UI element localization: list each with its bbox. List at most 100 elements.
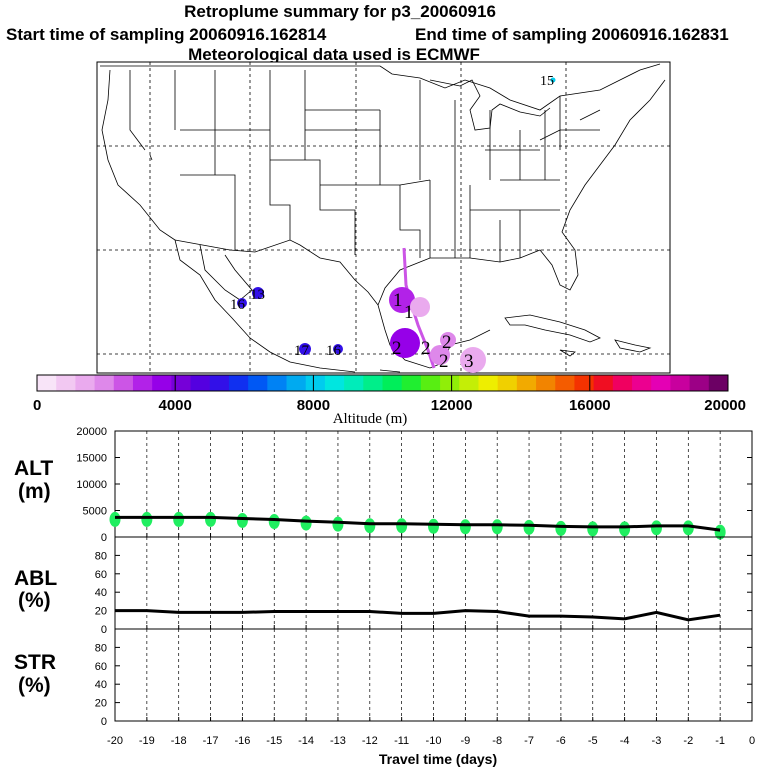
abl-panel-unit: (%)	[18, 589, 51, 612]
colorbar-swatch	[612, 375, 633, 391]
trajectory-markers: 1 1 2 2 2 2 3 13 16 16 17 15	[230, 74, 556, 373]
altitude-colorbar	[37, 375, 729, 391]
x-tick-label: -13	[330, 735, 346, 747]
colorbar-swatch	[344, 375, 364, 391]
x-axis-label: Travel time (days)	[379, 751, 497, 767]
y-tick-label: 0	[101, 624, 107, 636]
plume-blob-day2c	[430, 345, 450, 365]
x-tick-labels: -20 -19 -18 -17 -16 -15 -14 -13 -12 -11 -10 -9 -8 -7-…	[107, 735, 755, 747]
end-time-label: End time of sampling 20060916.162831	[415, 25, 729, 44]
marker-label: 13	[250, 287, 265, 303]
plume-blob-day13b	[237, 298, 247, 308]
map-graticule	[97, 62, 670, 373]
colorbar-tick-label: 8000	[297, 397, 330, 414]
colorbar-swatch	[132, 375, 153, 391]
plume-blob-day17	[299, 343, 311, 355]
map-panel: 1 1 2 2 2 2 3 13 16 16 17 15	[96, 61, 671, 374]
colorbar-swatch	[94, 375, 115, 391]
altitude-scatter-point	[364, 518, 376, 534]
altitude-scatter-point	[205, 511, 217, 527]
marker-label: 17	[294, 343, 310, 359]
colorbar-swatch	[536, 375, 556, 391]
plot-title: Retroplume summary for p3_20060916	[184, 2, 496, 21]
met-data-label: Meteorological data used is ECMWF	[188, 45, 480, 64]
x-tick-label: -3	[652, 735, 662, 747]
x-tick-label: -12	[362, 735, 378, 747]
colorbar-swatch	[56, 375, 76, 391]
marker-label: 3	[464, 351, 474, 372]
marker-label: 2	[392, 338, 402, 359]
y-tick-label: 10000	[76, 479, 107, 491]
altitude-scatter-point	[491, 519, 503, 535]
plume-blob-day13	[252, 287, 264, 299]
altitude-scatter-point	[619, 521, 631, 537]
x-tick-label: -16	[234, 735, 250, 747]
colorbar-tick-label: 0	[33, 397, 41, 414]
panel-abl: 0 20 40 60 80	[95, 536, 753, 636]
map-borders	[100, 63, 666, 373]
abl-panel-label: ABL	[14, 567, 57, 590]
colorbar-swatch	[632, 375, 652, 391]
str-panel-label: STR	[14, 651, 56, 674]
altitude-scatter-point	[523, 519, 535, 535]
colorbar-tick-label: 20000	[704, 397, 746, 414]
colorbar-swatch	[651, 375, 671, 391]
altitude-scatter-point	[650, 520, 662, 536]
altitude-scatter-point	[332, 516, 344, 532]
colorbar-swatch	[75, 375, 96, 391]
marker-label: 1	[404, 302, 414, 323]
marker-label: 15	[540, 74, 554, 89]
plume-blob-day3	[460, 347, 486, 373]
series-line-abl	[115, 609, 721, 622]
y-tick-label: 15000	[76, 453, 107, 465]
series-line-alt	[115, 515, 721, 532]
colorbar-swatch	[363, 375, 383, 391]
y-tick-label: 60	[95, 661, 107, 673]
plume-blob-day1b	[410, 297, 430, 317]
x-tick-label: -2	[683, 735, 693, 747]
colorbar-swatch	[228, 375, 249, 391]
marker-label: 1	[393, 290, 403, 311]
plume-blob-day15	[550, 77, 556, 83]
x-tick-label: -19	[139, 735, 155, 747]
altitude-scatter-point	[141, 511, 153, 527]
y-tick-label: 20000	[76, 426, 107, 438]
colorbar-label: Altitude (m)	[333, 411, 408, 427]
colorbar-swatch	[382, 375, 403, 391]
x-tick-label: -20	[107, 735, 123, 747]
y-tick-label: 80	[95, 550, 107, 562]
y-tick-label: 5000	[83, 506, 107, 518]
marker-label: 16	[230, 297, 246, 313]
marker-label: 2	[442, 332, 452, 353]
colorbar-swatch	[708, 375, 729, 391]
plume-blob-day2b	[440, 332, 456, 348]
y-tick-label: 0	[101, 716, 107, 728]
altitude-scatter-point	[173, 511, 185, 527]
colorbar-swatch	[190, 375, 211, 391]
start-time-label: Start time of sampling 20060916.162814	[6, 25, 327, 44]
colorbar-swatch	[152, 375, 172, 391]
colorbar-swatch	[37, 375, 57, 391]
colorbar-frame	[36, 374, 729, 392]
colorbar-tick-label: 4000	[159, 397, 192, 414]
altitude-scatter-point	[236, 512, 248, 528]
alt-panel-unit: (m)	[18, 480, 51, 503]
colorbar-swatch	[286, 375, 307, 391]
x-tick-label: -5	[588, 735, 598, 747]
x-tick-label: -14	[298, 735, 314, 747]
colorbar-swatch	[401, 375, 422, 391]
x-tick-label: -11	[394, 735, 409, 747]
time-series-panels: 0 5000 10000 15000 20000 0 20 40 60 80 0 20 40 60 80 -2…	[76, 426, 755, 747]
x-tick-label: -9	[460, 735, 470, 747]
x-tick-label: -7	[524, 735, 534, 747]
x-tick-label: -15	[266, 735, 282, 747]
colorbar-swatch	[689, 375, 710, 391]
colorbar-tick-label: 16000	[569, 397, 611, 414]
altitude-scatter-point	[682, 520, 694, 536]
plume-blob-day2	[390, 328, 420, 358]
colorbar-swatch	[171, 375, 192, 391]
colorbar-swatch	[459, 375, 479, 391]
colorbar-swatch	[478, 375, 499, 391]
y-tick-label: 60	[95, 569, 107, 581]
